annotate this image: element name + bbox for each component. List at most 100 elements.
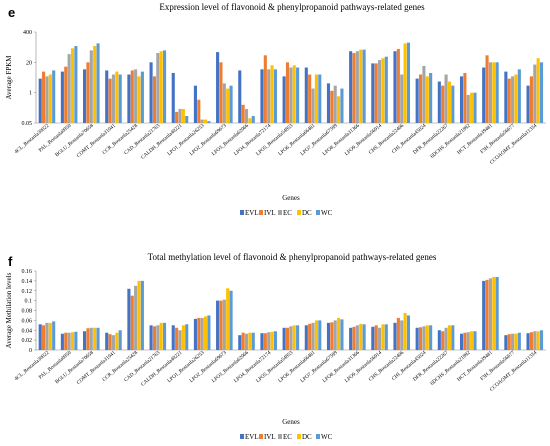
panel-e-title: Expression level of flavonoid & phenylpr… <box>159 2 425 12</box>
bar-ivl <box>330 90 334 123</box>
bar-ec <box>178 330 182 350</box>
bar-ivl <box>418 74 423 123</box>
bar-dc <box>48 322 52 350</box>
bar-dc <box>159 51 163 123</box>
bar-ivl <box>463 332 467 350</box>
bar-ec <box>488 278 492 350</box>
bar-evl <box>105 332 109 350</box>
panel-f-y-axis-label: Average Methilation levels <box>5 272 13 348</box>
bar-evl <box>304 325 308 350</box>
bar-ec <box>178 108 182 123</box>
bar-wc <box>406 315 411 350</box>
bar-evl <box>393 322 397 350</box>
bar-evl <box>260 69 264 123</box>
legend-swatch-ec <box>278 210 282 215</box>
bar-dc <box>425 76 429 123</box>
y-tick-label: 0.02 <box>22 338 33 344</box>
bar-wc <box>362 324 366 350</box>
bar-ivl <box>197 317 201 350</box>
bar-dc <box>314 320 318 351</box>
bar-wc <box>185 115 189 123</box>
bar-wc <box>384 324 388 350</box>
bar-ivl <box>485 279 489 350</box>
bar-dc <box>536 58 540 124</box>
bar-ec <box>422 65 426 123</box>
bar-ivl <box>108 334 112 350</box>
bar-dc <box>181 108 185 123</box>
bar-wc <box>429 72 433 123</box>
bar-evl <box>482 67 486 123</box>
bar-wc <box>362 49 366 123</box>
bar-wc <box>451 325 455 350</box>
bar-dc <box>115 332 119 350</box>
bar-dc <box>270 65 274 123</box>
panel-f-letter: f <box>8 254 13 269</box>
bar-ec <box>511 333 515 350</box>
bar-wc <box>495 276 499 350</box>
y-tick-label: 0.16 <box>22 269 33 275</box>
bar-ec <box>311 322 315 350</box>
bar-evl <box>349 51 353 123</box>
legend-label-ec: EC <box>283 433 292 441</box>
bar-wc <box>207 121 211 123</box>
bar-ivl <box>308 74 312 123</box>
bar-dc <box>270 331 274 350</box>
bar-ivl <box>308 323 312 350</box>
legend-label-evl: EVL <box>245 433 259 441</box>
bar-dc <box>492 276 496 350</box>
bar-wc <box>118 74 122 123</box>
bar-ec <box>134 69 138 123</box>
bar-wc <box>96 327 100 350</box>
bar-ivl <box>374 325 378 350</box>
bar-ec <box>45 76 49 123</box>
bar-dc <box>337 317 341 350</box>
bar-ivl <box>374 63 378 123</box>
bar-ivl <box>330 322 334 350</box>
bar-ivl <box>418 327 423 350</box>
bar-wc <box>517 69 521 123</box>
bar-ivl <box>507 78 511 123</box>
y-tick-label: 0.05 <box>22 121 33 127</box>
legend-swatch-wc <box>316 210 320 215</box>
bar-ivl <box>441 331 445 350</box>
bar-evl <box>149 62 153 123</box>
bar-evl <box>238 70 242 123</box>
bar-evl <box>171 325 175 350</box>
bar-evl <box>326 322 331 350</box>
bar-evl <box>238 335 242 350</box>
bar-dc <box>70 48 75 123</box>
bar-ec <box>355 51 359 123</box>
bar-evl <box>349 327 353 350</box>
bar-ivl <box>130 295 134 350</box>
bar-dc <box>292 65 296 123</box>
bar-evl <box>371 63 375 123</box>
bar-evl <box>437 81 441 123</box>
bar-dc <box>337 96 341 123</box>
bar-ivl <box>241 332 245 350</box>
bar-ec <box>511 76 515 123</box>
bar-ivl <box>152 76 156 123</box>
bar-wc <box>163 322 167 350</box>
bar-ec <box>45 322 49 350</box>
bar-evl <box>459 76 464 123</box>
x-tick-label-gene: BGLU_Bostanla70658 <box>54 350 95 386</box>
bar-ivl <box>42 325 46 350</box>
panel-f-x-axis-label: Genes <box>282 418 300 426</box>
y-tick-label: 0 <box>29 348 32 354</box>
bar-wc <box>140 280 144 351</box>
bar-ec <box>333 320 337 351</box>
bar-wc <box>207 315 211 350</box>
bar-dc <box>403 312 407 350</box>
bar-ec <box>244 108 249 123</box>
bar-ivl <box>396 317 400 350</box>
bar-evl <box>282 76 286 123</box>
bar-dc <box>470 331 474 350</box>
panel-e-letter: e <box>8 5 15 20</box>
legend-swatch-evl <box>240 434 244 439</box>
bar-wc <box>429 325 433 350</box>
bar-wc <box>384 56 388 123</box>
bar-wc <box>318 74 322 123</box>
bar-ec <box>244 333 249 350</box>
bar-ivl <box>197 99 201 123</box>
bar-ec <box>111 74 116 123</box>
